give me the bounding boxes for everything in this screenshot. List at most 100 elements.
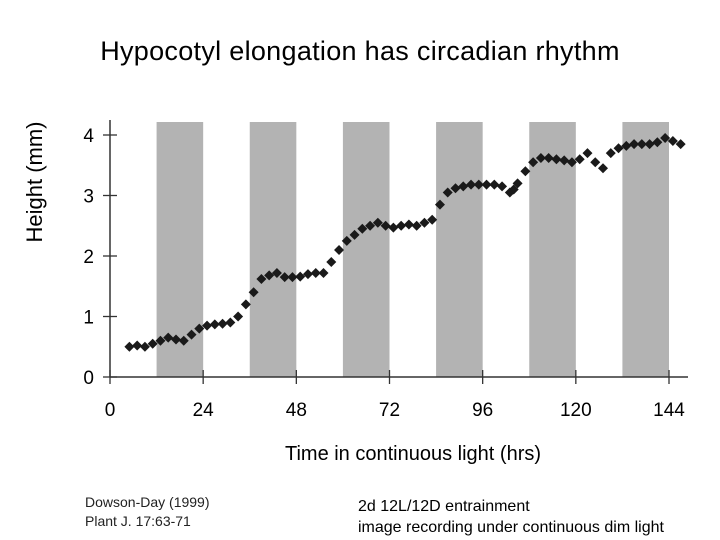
data-point	[132, 340, 143, 351]
method-note: 2d 12L/12D entrainment image recording u…	[358, 496, 664, 538]
x-tick-label: 0	[105, 400, 116, 421]
data-point	[124, 341, 135, 352]
data-point	[489, 179, 500, 190]
data-point	[194, 323, 205, 334]
dark-band-5	[529, 122, 576, 377]
data-point	[605, 148, 616, 159]
data-point	[202, 320, 213, 331]
data-point	[349, 229, 360, 240]
data-point	[341, 235, 352, 246]
data-point	[512, 178, 523, 189]
y-tick-label: 4	[83, 126, 94, 147]
data-point	[248, 287, 259, 298]
data-point	[629, 139, 640, 150]
x-tick-label: 120	[560, 400, 592, 421]
data-point	[466, 179, 477, 190]
citation-author: Dowson-Day (1999)	[85, 494, 210, 510]
data-point	[481, 179, 492, 190]
data-point	[186, 329, 197, 340]
data-point	[613, 143, 624, 154]
data-point	[217, 318, 228, 329]
data-point	[667, 136, 678, 147]
data-point	[318, 267, 329, 278]
data-point	[295, 271, 306, 282]
data-point	[458, 181, 469, 192]
data-point	[225, 317, 236, 328]
data-point	[365, 220, 376, 231]
x-tick-label: 24	[193, 400, 215, 421]
data-point	[621, 140, 632, 151]
data-point	[442, 187, 453, 198]
data-point	[178, 335, 189, 346]
chart-axes	[109, 120, 688, 378]
page-title: Hypocotyl elongation has circadian rhyth…	[100, 36, 620, 66]
data-points	[124, 133, 686, 352]
data-point	[233, 311, 244, 322]
data-point	[155, 335, 166, 346]
data-point	[520, 166, 531, 177]
data-point	[139, 341, 150, 352]
data-point	[675, 139, 686, 150]
x-axis-label: Time in continuous light (hrs)	[284, 443, 542, 465]
data-point	[473, 179, 484, 190]
dark-band-2	[249, 122, 297, 377]
data-point	[551, 154, 562, 165]
data-point	[357, 223, 368, 234]
data-point	[434, 199, 445, 210]
data-point	[396, 220, 407, 231]
dark-band-3	[342, 122, 390, 377]
data-point	[419, 217, 430, 228]
y-tick-label: 0	[83, 368, 94, 389]
data-point	[598, 163, 609, 174]
dark-period-bands	[156, 122, 669, 377]
data-point	[403, 219, 414, 230]
data-point	[279, 272, 290, 283]
data-point	[652, 137, 663, 148]
data-point	[497, 181, 508, 192]
data-point	[256, 273, 267, 284]
data-point	[660, 133, 671, 144]
data-point	[535, 152, 546, 163]
y-tick-label: 3	[83, 187, 94, 208]
data-point	[147, 338, 158, 349]
data-point	[287, 272, 298, 283]
y-tick-label: 1	[83, 308, 94, 329]
data-point	[388, 222, 399, 233]
data-point	[559, 155, 570, 166]
data-point	[636, 139, 647, 150]
axis-ticks: 0 1 2 3 4 0 24 48 72 96 120 144	[83, 126, 685, 421]
data-point	[271, 267, 282, 278]
data-point	[644, 139, 655, 150]
data-point	[528, 157, 539, 168]
data-point	[163, 332, 174, 343]
data-point	[372, 217, 383, 228]
x-tick-label: 144	[653, 400, 685, 421]
method-note-line2: image recording under continuous dim lig…	[358, 519, 664, 536]
citation: Dowson-Day (1999) Plant J. 17:63-71	[85, 493, 210, 531]
data-point	[411, 220, 422, 231]
x-tick-label: 48	[286, 400, 307, 421]
dark-band-4	[436, 122, 483, 377]
citation-journal: Plant J. 17:63-71	[85, 513, 191, 529]
data-point	[310, 267, 321, 278]
data-point	[209, 319, 220, 330]
y-axis-label: Height (mm)	[22, 121, 47, 242]
y-tick-label: 2	[83, 247, 94, 268]
data-point	[582, 148, 593, 159]
data-point	[264, 270, 275, 281]
data-point	[590, 157, 601, 168]
data-point	[334, 244, 345, 255]
dark-band-6	[622, 122, 669, 377]
data-point	[240, 299, 251, 310]
method-note-line1: 2d 12L/12D entrainment	[358, 498, 530, 515]
x-tick-label: 72	[379, 400, 400, 421]
data-point	[543, 152, 554, 163]
data-point	[574, 154, 585, 165]
data-point	[450, 183, 461, 194]
data-point	[326, 257, 337, 268]
data-point	[427, 214, 438, 225]
data-point	[380, 220, 391, 231]
data-point	[170, 334, 181, 345]
x-tick-label: 96	[472, 400, 493, 421]
